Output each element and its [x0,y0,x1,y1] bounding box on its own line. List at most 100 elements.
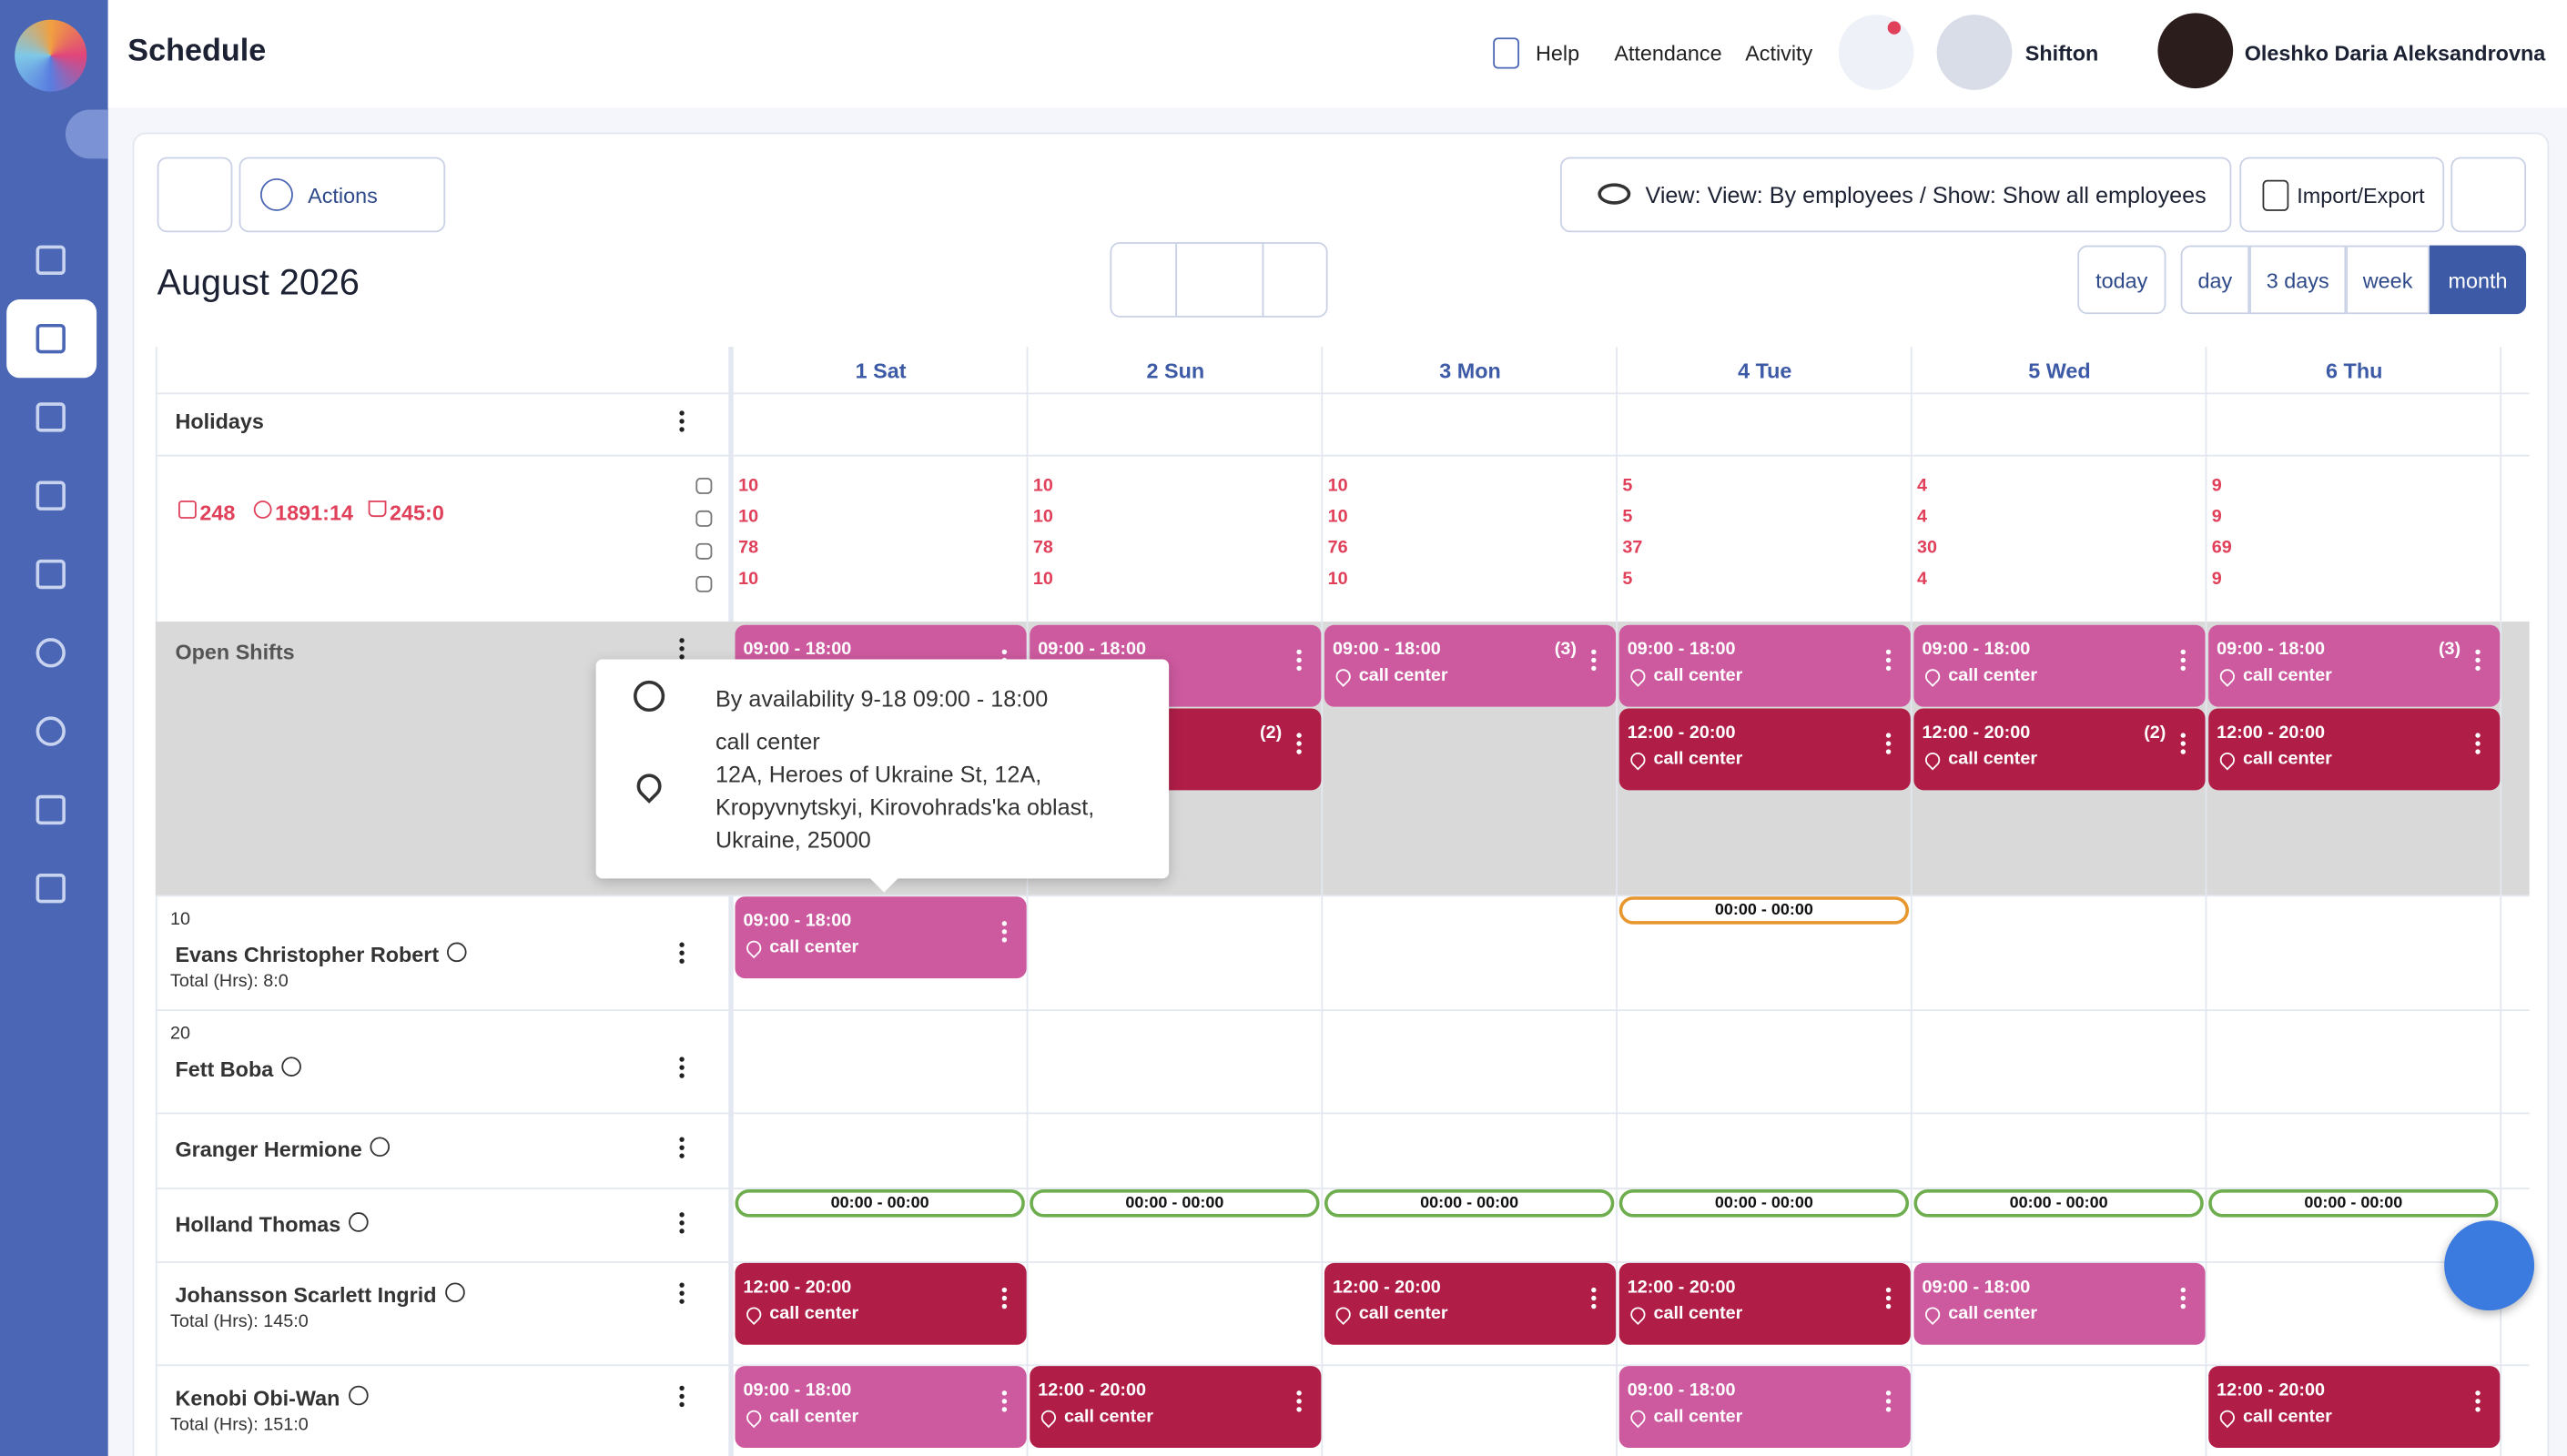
availability[interactable]: 00:00 - 00:00 [1618,896,1910,925]
kebab-menu[interactable] [2180,649,2187,674]
menu-icon[interactable] [36,402,66,432]
next-button[interactable] [1262,242,1328,318]
kebab-menu[interactable] [1296,649,1303,674]
calendar-button[interactable] [1175,242,1264,318]
today-button[interactable]: today [2077,245,2166,315]
employee-name[interactable]: Johansson Scarlett Ingrid [175,1282,437,1308]
kebab-menu[interactable] [1001,1390,1009,1415]
info-icon[interactable] [349,1211,369,1231]
user-avatar[interactable] [2157,13,2234,89]
header-link[interactable]: Help [1535,40,1580,66]
kebab-menu[interactable] [1885,1390,1892,1415]
kebab-menu[interactable] [679,1282,685,1307]
kebab-menu[interactable] [1296,733,1303,757]
active-menu-item[interactable] [6,298,97,379]
filter-button[interactable] [157,157,233,233]
menu-icon[interactable] [36,480,66,511]
info-icon[interactable] [281,1057,301,1077]
availability[interactable]: 00:00 - 00:00 [735,1189,1025,1218]
menu-icon[interactable] [36,794,66,825]
kebab-menu[interactable] [679,410,685,435]
employee-name[interactable]: Holland Thomas [175,1211,341,1237]
chat-button[interactable] [2444,1220,2535,1311]
kebab-menu[interactable] [1885,649,1892,674]
shift[interactable]: 09:00 - 18:00 call center [735,896,1027,979]
info-icon[interactable] [370,1137,391,1158]
user-name[interactable]: Oleshko Daria Aleksandrovna [2244,40,2546,66]
view-mode-button[interactable]: 3 days [2249,245,2347,315]
shift[interactable]: 09:00 - 18:00 call center [1618,624,1911,707]
kebab-menu[interactable] [1885,733,1892,757]
kebab-menu[interactable] [1296,1390,1303,1415]
kebab-menu[interactable] [679,638,685,662]
shift[interactable]: 12:00 - 20:00 call center [1618,708,1911,791]
kebab-menu[interactable] [2180,1287,2187,1312]
kebab-menu[interactable] [1885,1287,1892,1312]
employee-name[interactable]: Granger Hermione [175,1137,362,1162]
settings-button[interactable] [2450,157,2527,233]
shift[interactable]: 12:00 - 20:00 call center [2208,708,2501,791]
shift-place: call center [1064,1407,1153,1427]
shift[interactable]: 12:00 - 20:00 call center [2208,1366,2501,1449]
menu-icon[interactable] [36,716,66,746]
employee-name[interactable]: Evans Christopher Robert [175,942,440,967]
info-icon[interactable] [446,942,467,963]
kebab-menu[interactable] [1591,1287,1598,1312]
kebab-menu[interactable] [679,1385,685,1410]
shift[interactable]: 12:00 - 20:00 call center [1324,1262,1617,1345]
kebab-menu[interactable] [1001,1287,1009,1312]
kebab-menu[interactable] [679,1137,685,1161]
expand-button[interactable] [65,109,108,159]
logo[interactable] [15,19,87,92]
availability[interactable]: 00:00 - 00:00 [1618,1189,1910,1218]
actions-button[interactable]: Actions [238,157,446,233]
shift[interactable]: 09:00 - 18:00 call center [1618,1366,1911,1449]
employee-name[interactable]: Fett Boba [175,1057,274,1082]
info-icon[interactable] [445,1282,465,1303]
shift[interactable]: 09:00 - 18:00 call center (3) [1324,624,1617,707]
shift[interactable]: 09:00 - 18:00 call center [1913,1262,2206,1345]
availability[interactable]: 00:00 - 00:00 [1030,1189,1320,1218]
shift[interactable]: 09:00 - 18:00 call center [735,1366,1027,1449]
kebab-menu[interactable] [2475,1390,2481,1415]
kebab-menu[interactable] [2180,733,2187,757]
menu-icon[interactable] [36,874,66,904]
menu-icon[interactable] [36,559,66,590]
header-link[interactable]: Attendance [1614,40,1722,66]
availability[interactable]: 00:00 - 00:00 [1324,1189,1615,1218]
shift[interactable]: 09:00 - 18:00 call center [1913,624,2206,707]
prev-button[interactable] [1110,242,1178,318]
shift[interactable]: 12:00 - 20:00 call center [1618,1262,1911,1345]
kebab-menu[interactable] [679,1057,685,1081]
view-mode-button[interactable]: week [2346,245,2430,315]
kebab-menu[interactable] [679,942,685,967]
view-mode-button[interactable]: day [2180,245,2250,315]
company-avatar[interactable] [1936,15,2013,90]
employee-name[interactable]: Kenobi Obi-Wan [175,1385,340,1410]
company-name[interactable]: Shifton [2024,40,2099,66]
menu-icon[interactable] [36,323,66,354]
availability[interactable]: 00:00 - 00:00 [1913,1189,2204,1218]
notification-button[interactable] [1838,15,1914,90]
shift[interactable]: 12:00 - 20:00 call center [735,1262,1027,1345]
import-export-button[interactable]: Import/Export [2239,157,2445,233]
availability[interactable]: 00:00 - 00:00 [2208,1189,2499,1218]
menu-icon[interactable] [36,245,66,276]
header-link[interactable]: Activity [1745,40,1813,66]
menu-icon[interactable] [36,638,66,668]
view-mode-label: day [2197,268,2233,293]
kebab-menu[interactable] [1001,921,1009,945]
shift-place: call center [1653,749,1743,769]
kebab-menu[interactable] [1591,649,1598,674]
view-button[interactable]: View: View: By employees / Show: Show al… [1559,157,2232,233]
shift[interactable]: 12:00 - 20:00 call center [1030,1366,1322,1449]
employee-number: 20 [170,1024,191,1044]
view-mode-button[interactable]: month [2429,245,2527,315]
kebab-menu[interactable] [2475,649,2481,674]
kebab-menu[interactable] [679,1211,685,1236]
shift[interactable]: 09:00 - 18:00 call center (3) [2208,624,2501,707]
info-icon[interactable] [349,1385,369,1406]
kebab-menu[interactable] [2475,733,2481,757]
help-icon[interactable] [1493,37,1520,69]
shift[interactable]: 12:00 - 20:00 call center (2) [1913,708,2206,791]
